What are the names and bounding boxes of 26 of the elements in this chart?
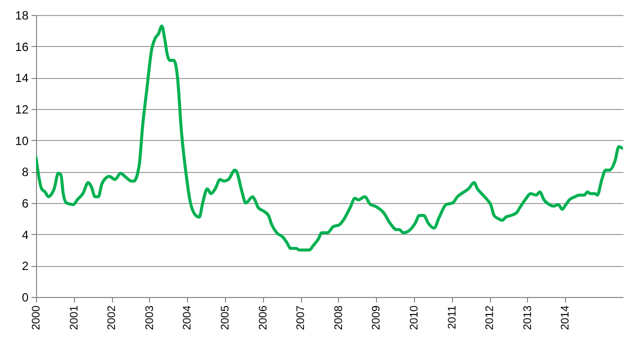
y-tick-label: 2 [22,259,29,274]
y-tick-label: 6 [22,196,29,210]
x-tick-label: 2006 [257,306,270,330]
x-tick-label: 2002 [106,306,118,330]
y-tick-label: 18 [15,8,29,22]
x-tick-label: 2008 [332,306,345,330]
y-tick-label: 4 [22,228,29,242]
x-tick-label: 2003 [144,306,156,330]
x-tick-label: 2012 [484,306,496,330]
y-tick-label: 0 [22,290,29,304]
x-tick-label: 2001 [68,306,80,330]
x-tick-label: 2013 [522,306,534,330]
x-tick-label: 2007 [295,306,308,330]
x-tick-label: 2009 [370,306,383,330]
y-tick-label: 8 [22,165,29,180]
y-tick-label: 10 [15,134,29,148]
y-tick-label: 12 [15,102,29,116]
x-tick-label: 2010 [408,306,420,330]
x-tick-label: 2000 [30,306,42,330]
x-tick-label: 2005 [219,306,232,330]
x-tick-label: 2014 [560,306,572,330]
line-series [36,24,623,252]
y-tick-label: 16 [15,40,29,54]
x-tick-label: 2004 [182,306,194,330]
y-tick-label: 14 [15,71,29,86]
x-tick-label: 2011 [446,306,458,330]
